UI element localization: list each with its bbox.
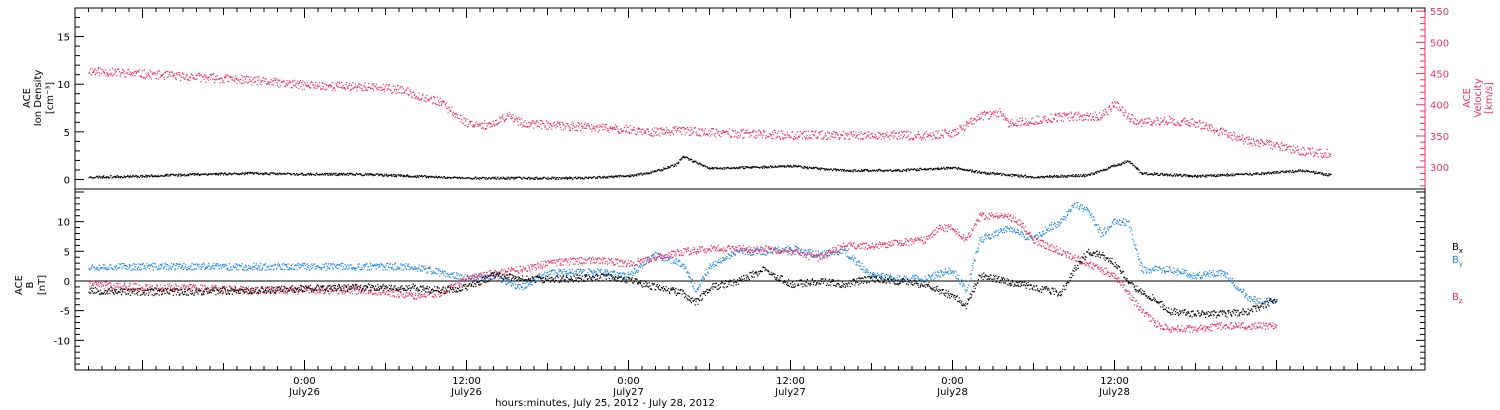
xtick-label-time: 12:00: [1100, 376, 1129, 387]
xtick-label-date: July28: [1098, 387, 1130, 398]
bottom-ytick-label: 10: [57, 218, 70, 229]
series-bx: [88, 248, 1278, 319]
series-density-points: [88, 155, 1332, 180]
legend-by-sub: y: [1459, 260, 1463, 268]
legend-by-name: B: [1452, 255, 1459, 266]
series-density: [88, 155, 1332, 180]
top-ytick-label: 10: [57, 80, 70, 91]
xtick-label-date: July27: [612, 387, 644, 398]
xtick-label-time: 0:00: [941, 376, 963, 387]
xtick-label-date: July26: [288, 387, 320, 398]
top-y2label-line2: Velocity: [1473, 78, 1484, 117]
bottom-panel-magnetic-field: -10-505100:00July2612:00July260:00July27…: [54, 188, 1426, 398]
legend-bz: Bz: [1452, 292, 1463, 305]
legend-bz-name: B: [1452, 292, 1459, 303]
svg-text:By: By: [1452, 255, 1463, 268]
xtick-label-time: 0:00: [617, 376, 639, 387]
top-ytick-label: 15: [57, 33, 70, 44]
legend-by: By: [1452, 255, 1463, 268]
bottom-ytick-label: -10: [54, 336, 70, 347]
legend-bx-sub: x: [1459, 247, 1463, 255]
bottom-ytick-label: 0: [64, 277, 70, 288]
bottom-ytick-label: 5: [64, 247, 70, 258]
series-bz: [88, 212, 1278, 333]
series-bz-points: [88, 212, 1278, 333]
xtick-label-date: July27: [774, 387, 806, 398]
svg-text:Bx: Bx: [1452, 242, 1463, 255]
series-velocity-points: [88, 66, 1332, 159]
series-by: [88, 202, 1278, 305]
series-by-points: [88, 202, 1278, 305]
top-y2tick-label: 400: [1430, 101, 1449, 112]
top-y2label-line1: ACE: [1462, 88, 1473, 108]
top-y2tick-label: 550: [1430, 7, 1449, 18]
series-bx-points: [88, 248, 1278, 319]
top-ylabel-line1: ACE: [22, 88, 33, 108]
bottom-ytick-label: -5: [60, 307, 70, 318]
top-y2tick-label: 500: [1430, 38, 1449, 49]
legend-bz-sub: z: [1459, 297, 1463, 305]
svg-text:Bz: Bz: [1452, 292, 1463, 305]
x-axis-title: hours:minutes, July 25, 2012 - July 28, …: [495, 398, 715, 409]
bottom-ylabel-line3: [nT]: [37, 275, 48, 295]
legend-bx: Bx: [1452, 242, 1463, 255]
top-ytick-label: 0: [64, 175, 70, 186]
xtick-label-time: 12:00: [452, 376, 481, 387]
xtick-label-time: 0:00: [293, 376, 315, 387]
top-ylabel-line2: Ion Density: [33, 70, 44, 127]
top-ylabel-line3: [cm⁻³]: [45, 82, 56, 114]
xtick-label-time: 12:00: [776, 376, 805, 387]
top-y2tick-label: 300: [1430, 163, 1449, 174]
top-y2label-line3: [km/s]: [1484, 82, 1495, 114]
series-velocity: [88, 66, 1332, 159]
bottom-ylabel-line2: B: [25, 281, 36, 288]
xtick-label-date: July28: [936, 387, 968, 398]
top-y2tick-label: 350: [1430, 132, 1449, 143]
top-panel-frame: [74, 7, 1426, 190]
legend-bx-name: B: [1452, 242, 1459, 253]
bottom-ylabel-line1: ACE: [14, 275, 25, 295]
top-panel-density-velocity: 0 5 10 15 300 350 400 450 500 550: [57, 7, 1449, 190]
xtick-label-date: July26: [450, 387, 482, 398]
top-y2tick-label: 450: [1430, 70, 1449, 81]
top-ytick-label: 5: [64, 128, 70, 139]
